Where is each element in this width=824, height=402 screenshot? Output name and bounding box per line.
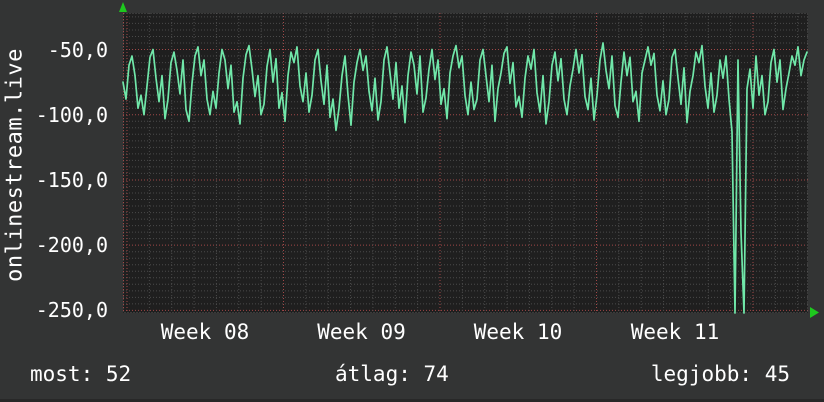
stat-best-value: 45 — [764, 362, 790, 386]
stat-average-value: 74 — [423, 362, 449, 386]
y-tick-label: -50,0 — [47, 37, 108, 62]
stat-best: legjobb: 45 — [651, 362, 790, 386]
x-tick-label-week-10: Week 10 — [473, 320, 563, 344]
bottom-border — [0, 399, 824, 402]
stat-current: most: 52 — [30, 362, 131, 386]
stat-current-label: most: — [30, 362, 94, 386]
y-tick-label: -250,0 — [35, 298, 108, 322]
x-tick-label-week-11: Week 11 — [630, 320, 720, 344]
stat-average: átlag: 74 — [335, 362, 449, 386]
stat-best-label: legjobb: — [650, 362, 753, 386]
x-tick-label-week-08: Week 08 — [160, 320, 250, 344]
stat-average-label: átlag: — [335, 362, 411, 386]
y-tick-label: -200,0 — [35, 233, 108, 257]
x-tick-label-week-09: Week 09 — [317, 320, 406, 344]
y-tick-label: -150,0 — [35, 168, 108, 192]
y-tick-label: -100,0 — [35, 102, 108, 127]
stat-current-value: 52 — [105, 362, 132, 386]
